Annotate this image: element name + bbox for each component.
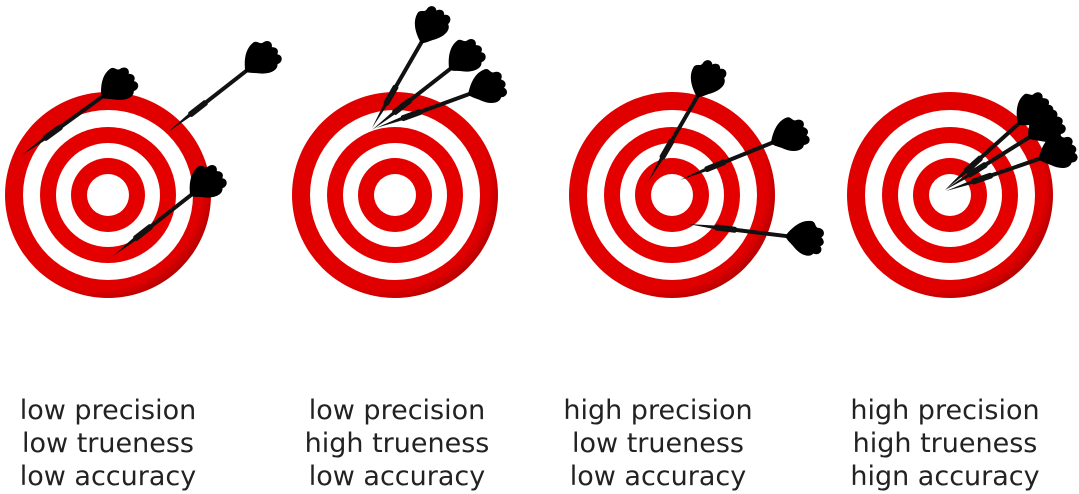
caption-line: low accuracy: [309, 461, 486, 492]
caption-line: high precision: [563, 395, 752, 426]
caption-line: hign accuracy: [850, 461, 1039, 492]
caption-line: low accuracy: [570, 461, 747, 492]
target-4: [847, 84, 1079, 298]
caption-line: low precision: [20, 395, 197, 426]
caption-line: low trueness: [22, 428, 194, 459]
target-1: [5, 33, 287, 298]
target-3: [569, 54, 827, 298]
caption-line: low precision: [309, 395, 486, 426]
caption-line: high trueness: [305, 428, 490, 459]
caption-line: low trueness: [572, 428, 744, 459]
target-2: [292, 0, 511, 298]
caption-line: low accuracy: [20, 461, 197, 492]
caption-line: high precision: [850, 395, 1039, 426]
caption-line: high trueness: [853, 428, 1038, 459]
